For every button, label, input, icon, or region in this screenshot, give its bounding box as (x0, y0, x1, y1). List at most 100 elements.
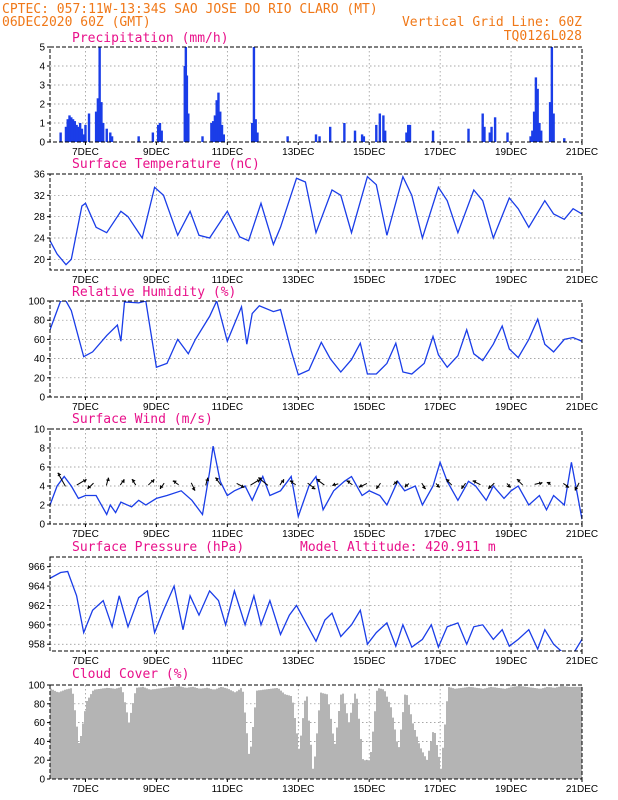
wind-vector-head (516, 478, 521, 483)
precip-bar (73, 121, 77, 142)
wind-vector (346, 480, 353, 486)
wind-vector (461, 482, 467, 490)
wind-ytick-label: 6 (39, 463, 45, 474)
header-station-line: CPTEC: 057:11W-13:34S SAO JOSE DO RIO CL… (2, 2, 378, 17)
precip-bar (220, 124, 224, 142)
precip-bar (219, 111, 222, 142)
precip-bar (187, 113, 190, 142)
humidity-ytick-label: 80 (34, 316, 46, 327)
humidity-xtick-label: 19DEC (495, 402, 527, 413)
wind-vector (376, 482, 381, 490)
wind-vector-head (57, 472, 62, 477)
cloud-ytick-label: 80 (34, 699, 46, 710)
precip-xtick-label: 15DEC (353, 147, 385, 158)
precip-bar (96, 98, 100, 142)
wind-xtick-label: 19DEC (495, 529, 527, 540)
precip-bar (360, 134, 364, 142)
humidity-xtick-label: 13DEC (282, 402, 314, 413)
wind-vector (445, 478, 453, 486)
temp-xtick-label: 21DEC (566, 275, 598, 286)
precip-bar (563, 138, 566, 142)
precip-bar (252, 47, 256, 142)
precip-bar (493, 117, 497, 142)
temp-series-line (50, 174, 582, 266)
precip-bar (185, 75, 189, 142)
precip-xtick-label: 13DEC (282, 147, 314, 158)
wind-vector-head (358, 483, 363, 488)
precip-bar (66, 119, 69, 142)
wind-xtick-label: 11DEC (212, 529, 244, 540)
humidity-xtick-label: 9DEC (143, 402, 170, 413)
precip-bar (362, 136, 366, 142)
precip-bar (256, 132, 259, 142)
wind-vector-head (435, 484, 440, 488)
precip-bar (529, 136, 532, 142)
precip-bar (82, 134, 85, 142)
precip-bar (201, 136, 204, 142)
precip-bar (382, 115, 385, 142)
precip-bar (483, 126, 486, 142)
wind-vector (190, 482, 196, 491)
wind-vector (421, 482, 427, 490)
wind-panel-title: Surface Wind (m/s) (72, 412, 213, 427)
cloud-xtick-label: 19DEC (495, 784, 527, 795)
precip-bar (87, 113, 91, 142)
wind-vector (76, 478, 87, 486)
cloud-xtick-label: 13DEC (282, 784, 314, 795)
precip-ytick-label: 4 (39, 62, 45, 73)
precip-bar (210, 123, 213, 142)
precip-bar (467, 128, 470, 142)
wind-vector (119, 479, 125, 486)
precip-bar (211, 121, 215, 142)
wind-xtick-label: 17DEC (424, 529, 456, 540)
temp-data (50, 174, 582, 266)
humidity-data (50, 301, 582, 376)
wind-vector-head (445, 478, 450, 483)
wind-vector-head (332, 482, 336, 487)
precip-xtick-label: 17DEC (424, 147, 456, 158)
precip-bar (137, 136, 140, 142)
wind-vector-head (82, 479, 87, 483)
pressure-xtick-label: 7DEC (72, 656, 99, 667)
precip-bar (431, 130, 435, 142)
wind-vector-head (404, 483, 409, 488)
precip-bar (102, 123, 105, 142)
wind-vector (87, 482, 94, 490)
precip-bar (408, 124, 412, 142)
cloud-xtick-label: 9DEC (143, 784, 170, 795)
precip-bar (109, 132, 112, 142)
humidity-ytick-label: 40 (34, 354, 46, 365)
wind-vector (131, 479, 137, 486)
precip-bar (84, 124, 87, 142)
wind-xtick-label: 15DEC (353, 529, 385, 540)
wind-ytick-label: 10 (34, 425, 46, 436)
wind-vector (159, 482, 165, 490)
precip-bar (328, 126, 332, 142)
precip-bar (343, 123, 346, 142)
wind-vector-head (106, 477, 110, 482)
precip-bar (77, 126, 80, 142)
wind-vector-head (131, 478, 136, 483)
wind-vector-head (191, 487, 196, 491)
precip-bar (156, 124, 160, 142)
precip-bar (383, 130, 387, 142)
temp-xtick-label: 15DEC (353, 275, 385, 286)
precip-bar (405, 132, 408, 142)
humidity-ytick-label: 20 (34, 373, 46, 384)
pressure-series-line (50, 570, 582, 651)
humidity-xtick-label: 7DEC (72, 402, 99, 413)
wind-vector-head (280, 479, 285, 484)
cloud-cover-area (50, 686, 582, 779)
pressure-xtick-label: 9DEC (143, 656, 170, 667)
humidity-frame (49, 300, 583, 398)
header-grid-note: Vertical Grid Line: 60Z (402, 15, 582, 30)
pressure-xtick-label: 17DEC (424, 656, 456, 667)
precip-bar (213, 115, 217, 142)
wind-vector (307, 482, 316, 490)
wind-vector-head (546, 481, 551, 486)
precip-ytick-label: 3 (39, 81, 45, 92)
temp-xtick-label: 7DEC (72, 275, 99, 286)
wind-vector (236, 483, 245, 488)
wind-vector-head (289, 480, 294, 484)
